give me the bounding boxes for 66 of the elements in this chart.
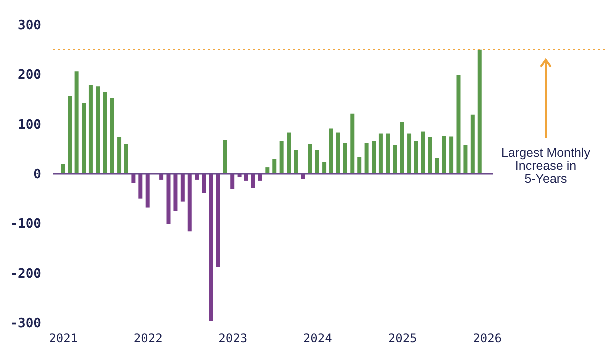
bar bbox=[202, 174, 206, 194]
bar bbox=[110, 98, 114, 174]
bar bbox=[478, 50, 482, 174]
bar bbox=[442, 136, 446, 174]
x-tick-label: 2024 bbox=[303, 332, 332, 346]
bar bbox=[464, 145, 468, 174]
bar bbox=[372, 141, 376, 174]
bar bbox=[408, 134, 412, 174]
bar bbox=[138, 174, 143, 199]
bar bbox=[393, 145, 398, 174]
bar bbox=[350, 114, 355, 174]
bar bbox=[188, 174, 192, 232]
y-tick-label: -300 bbox=[10, 316, 42, 332]
bar bbox=[322, 162, 327, 174]
y-tick-label: 300 bbox=[18, 18, 42, 34]
bar bbox=[209, 174, 214, 322]
y-tick-label: 200 bbox=[18, 68, 42, 84]
bar bbox=[343, 143, 348, 174]
bar bbox=[230, 174, 235, 190]
y-tick-label: 0 bbox=[34, 168, 42, 182]
bar bbox=[88, 85, 93, 174]
bar bbox=[216, 174, 220, 268]
y-tick-label: -200 bbox=[10, 266, 42, 282]
bar bbox=[308, 144, 312, 174]
bar bbox=[378, 134, 383, 174]
bar bbox=[280, 141, 284, 174]
bar bbox=[82, 103, 86, 174]
bar bbox=[315, 150, 320, 174]
bar bbox=[400, 122, 404, 174]
bar bbox=[174, 174, 178, 212]
bar bbox=[96, 86, 100, 174]
x-tick-label: 2026 bbox=[473, 332, 502, 346]
bar bbox=[329, 128, 334, 174]
x-tick-label: 2023 bbox=[218, 332, 248, 346]
bar bbox=[266, 168, 270, 174]
x-tick-label: 2022 bbox=[134, 332, 163, 346]
bar bbox=[272, 159, 277, 174]
y-tick-label: -100 bbox=[10, 217, 42, 232]
bar bbox=[61, 164, 66, 174]
bar bbox=[166, 174, 171, 224]
bar bbox=[251, 174, 256, 188]
y-tick-label: 100 bbox=[18, 118, 42, 133]
bar bbox=[146, 174, 150, 208]
bar bbox=[470, 114, 475, 174]
bar bbox=[364, 143, 369, 174]
bar bbox=[428, 137, 432, 174]
bar bbox=[336, 132, 340, 174]
text: Largest Monthly Increase in 5-Years bbox=[502, 146, 592, 186]
bar bbox=[456, 75, 461, 174]
bar bbox=[223, 140, 228, 174]
bar bbox=[74, 72, 79, 174]
bar bbox=[180, 174, 185, 202]
x-tick-label: 2025 bbox=[388, 332, 418, 346]
bar bbox=[124, 144, 128, 174]
bar bbox=[421, 132, 426, 174]
bar bbox=[435, 158, 440, 174]
x-tick-label: 2021 bbox=[49, 332, 78, 346]
bar bbox=[294, 150, 298, 174]
bar bbox=[68, 96, 72, 174]
bar bbox=[450, 136, 454, 174]
bar bbox=[287, 132, 292, 174]
bar bbox=[103, 92, 108, 174]
bar bbox=[414, 141, 418, 174]
bar bbox=[358, 157, 362, 174]
bar bbox=[118, 137, 122, 174]
bar bbox=[386, 134, 390, 174]
